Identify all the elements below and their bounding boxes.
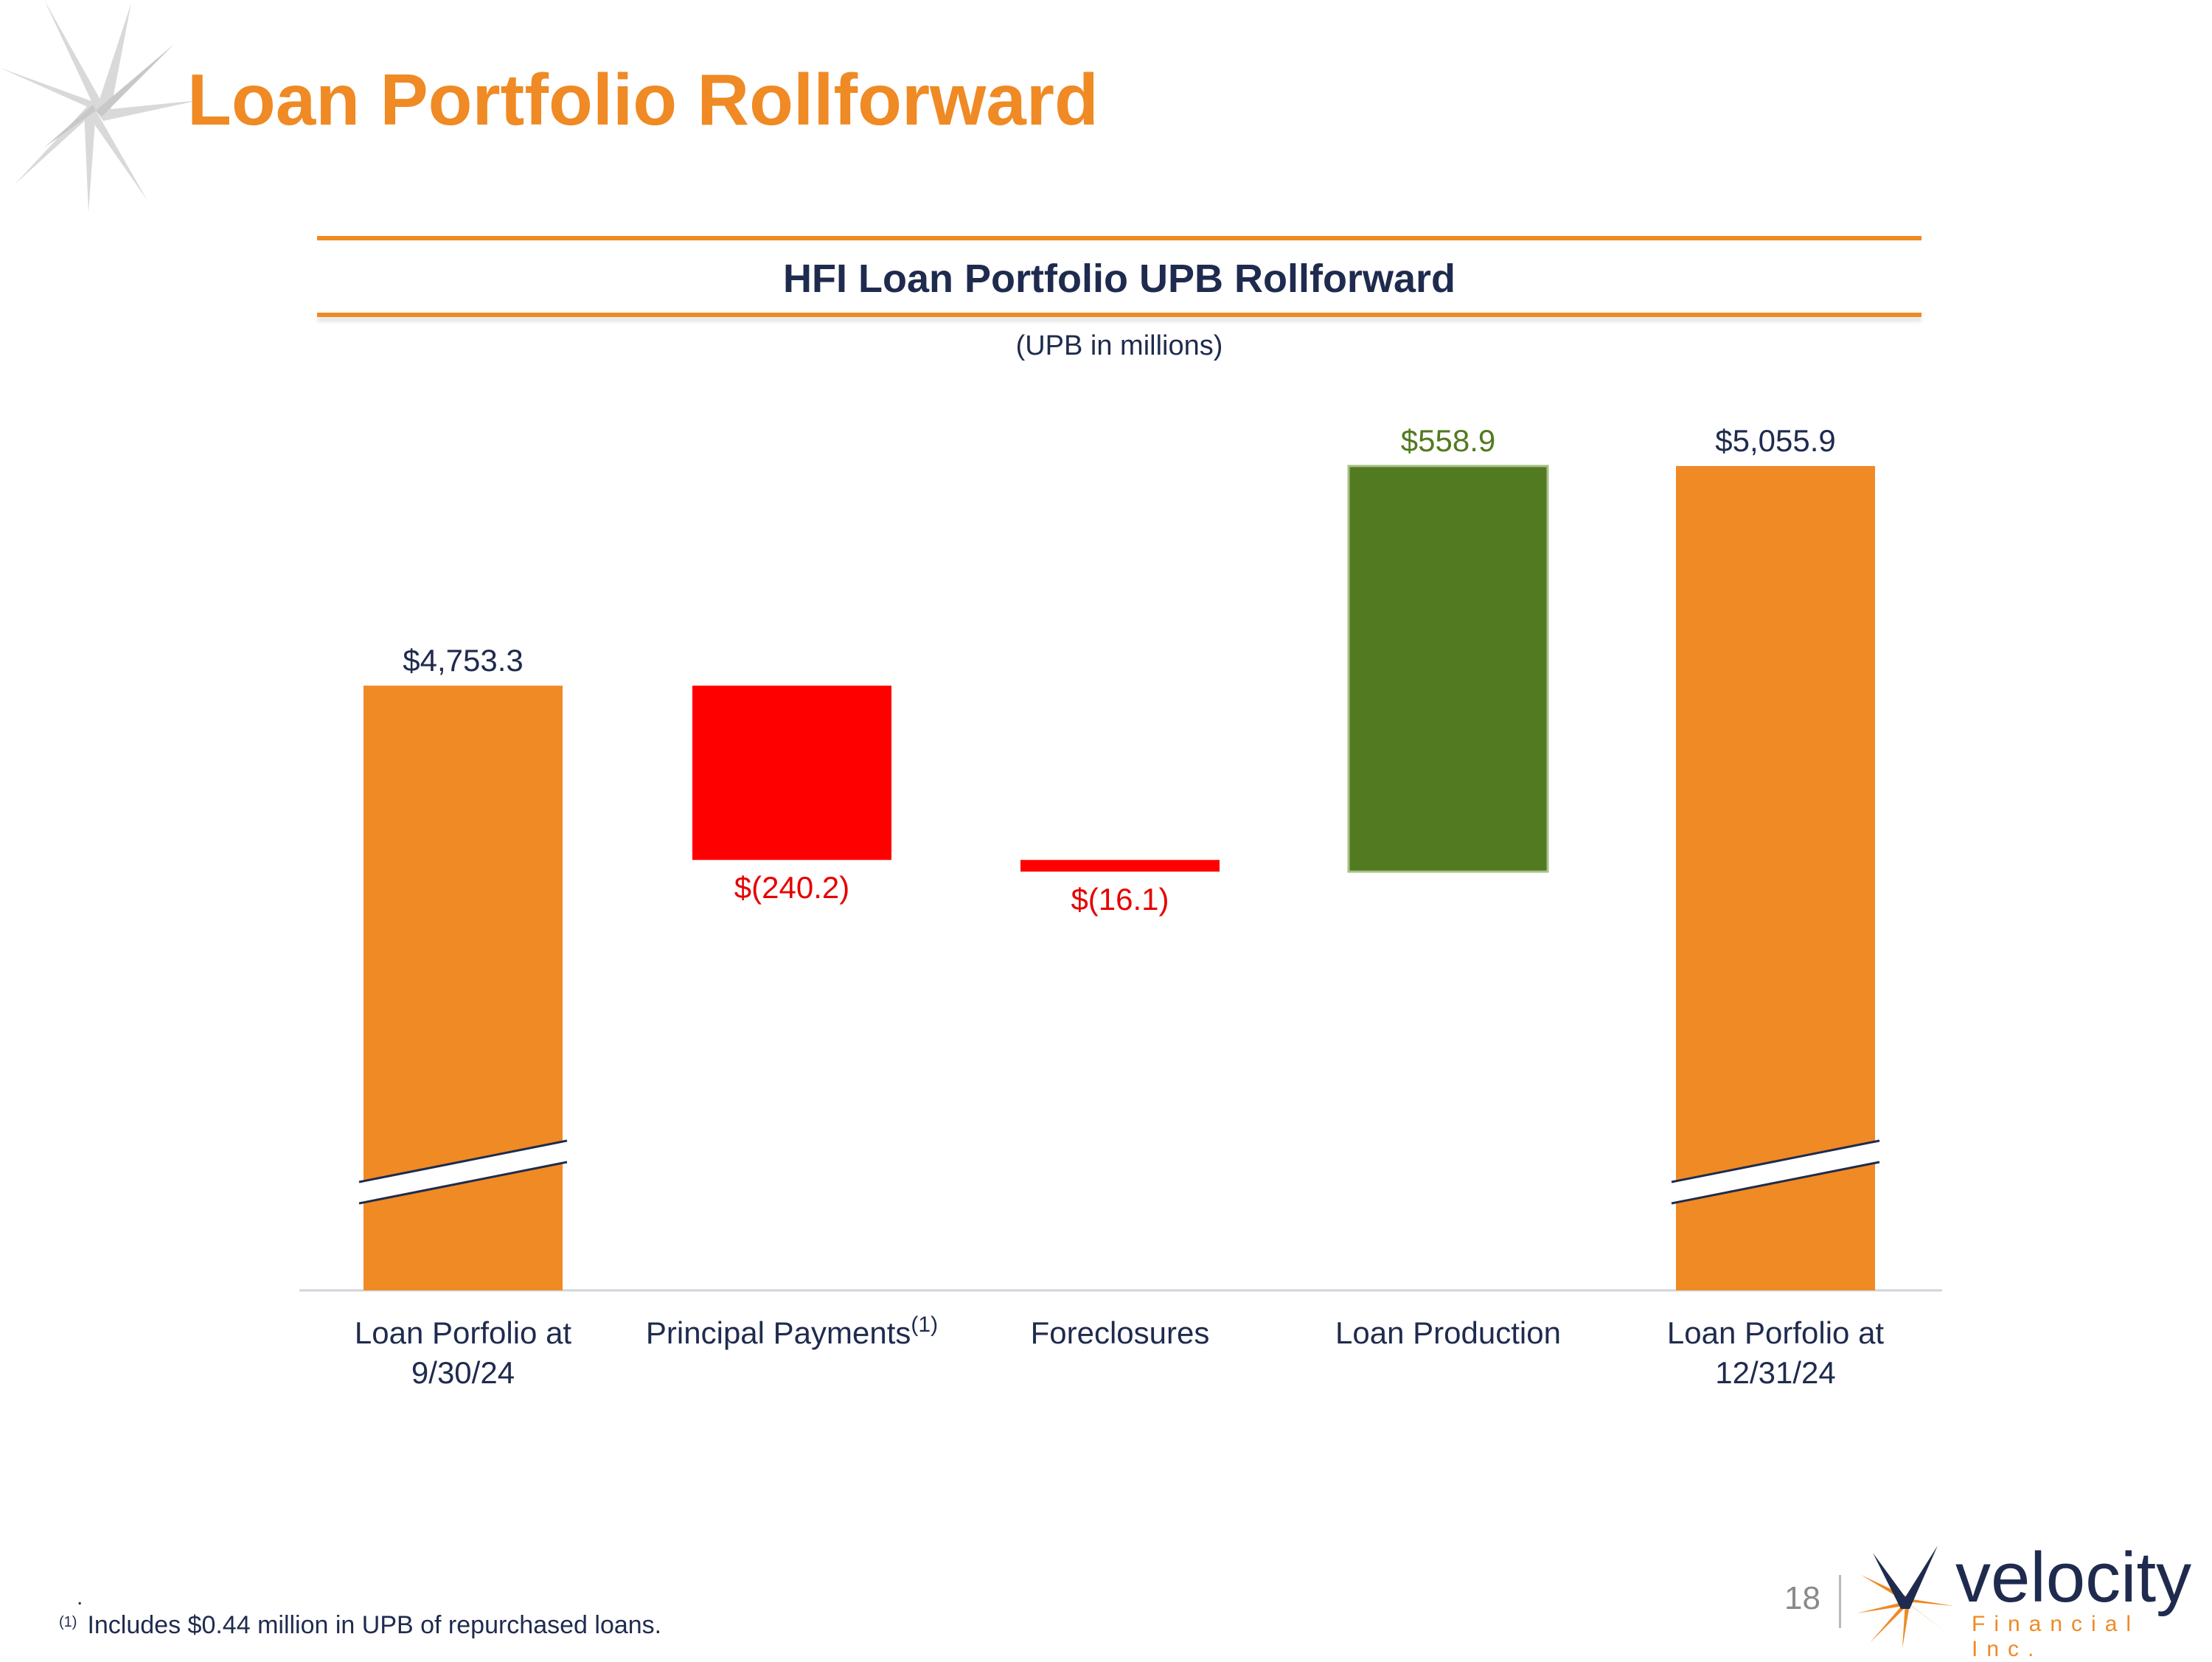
chart-subtitle: (UPB in millions) [1015, 330, 1223, 361]
data-label-4: $558.9 [1401, 423, 1495, 458]
axis-break-line-b-1 [358, 1161, 568, 1205]
title-rule-bottom [317, 313, 1921, 317]
category-label-1: Loan Porfolio at 9/30/24 [355, 1315, 572, 1390]
axis-break-line-b-5 [1671, 1161, 1880, 1205]
axis-break-gap-1 [359, 1141, 567, 1203]
footnote-marker: (1) [59, 1614, 77, 1630]
data-label-1: $4,753.3 [403, 643, 524, 678]
axis-break-line-a-5 [1671, 1139, 1880, 1183]
category-superscript-2: (1) [911, 1312, 938, 1337]
category-label-5: Loan Porfolio at 12/31/24 [1667, 1315, 1885, 1390]
bar-1 [364, 685, 563, 1290]
category-label-4: Loan Production [1335, 1315, 1561, 1350]
axis-break-line-a-1 [358, 1139, 568, 1183]
waterfall-chart: $4,753.3 Loan Porfolio at 9/30/24 $(240.2) P… [299, 423, 1942, 1390]
category-label-2: Principal Payments(1) [646, 1312, 938, 1350]
brand-sub: Financial Inc. [1972, 1612, 2140, 1661]
data-label-5: $5,055.9 [1715, 423, 1836, 458]
page-title: Loan Portfolio Rollforward [187, 59, 1099, 140]
title-rule-top [317, 236, 1921, 240]
footnote-text: Includes $0.44 million in UPB of repurch… [87, 1611, 662, 1639]
bar-3 [1020, 860, 1220, 872]
footnote-dot: . [77, 1585, 83, 1610]
chart-title: HFI Loan Portfolio UPB Rollforward [783, 257, 1455, 301]
axis-break-gap-5 [1672, 1141, 1879, 1203]
bar-2 [692, 685, 891, 860]
page-number: 18 [1784, 1580, 1820, 1616]
data-label-3: $(16.1) [1071, 882, 1169, 917]
category-label-3: Foreclosures [1031, 1315, 1210, 1350]
star-logo-icon [0, 0, 199, 212]
footnote: (1) Includes $0.44 million in UPB of repu… [59, 1610, 661, 1640]
brand-name: velocity [1955, 1538, 2192, 1617]
velocity-star-icon [1857, 1545, 1954, 1649]
page-divider [1839, 1575, 1841, 1628]
data-label-2: $(240.2) [734, 870, 849, 905]
bar-4 [1347, 465, 1549, 873]
